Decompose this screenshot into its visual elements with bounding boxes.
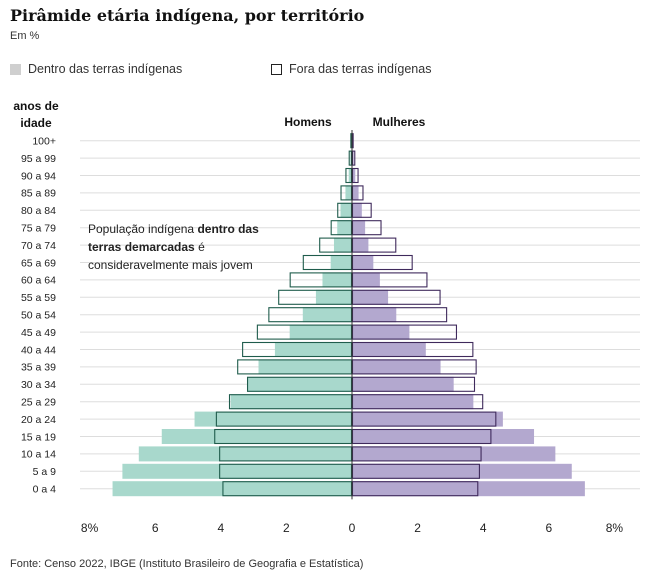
bar xyxy=(122,463,353,479)
age-label: 10 a 14 xyxy=(21,449,56,461)
age-label: 65 a 69 xyxy=(21,257,56,269)
age-label: 40 a 44 xyxy=(21,344,56,356)
annotation-line-1: População indígena dentro das xyxy=(88,222,259,236)
chart-title: Pirâmide etária indígena, por território xyxy=(10,6,365,25)
bar xyxy=(302,307,352,323)
legend-inside: Dentro das terras indígenas xyxy=(10,62,182,76)
bar xyxy=(352,446,556,462)
bar xyxy=(161,429,352,444)
annotation-line-1-a: População indígena xyxy=(88,222,197,236)
bar xyxy=(340,202,352,218)
legend-swatch-outside xyxy=(271,63,282,75)
age-label: 25 a 29 xyxy=(21,397,56,409)
x-tick-label: 4 xyxy=(217,521,224,535)
age-label: 45 a 49 xyxy=(21,327,56,339)
annotation-line-2-a: terras demarcadas xyxy=(88,240,195,254)
bar xyxy=(112,481,352,497)
bar xyxy=(352,255,374,270)
bar xyxy=(352,411,503,427)
annotation-line-3: consideravelmente mais jovem xyxy=(88,258,253,272)
legend-label-inside: Dentro das terras indígenas xyxy=(28,62,183,76)
legend-swatch-inside xyxy=(10,63,21,75)
age-label: 5 a 9 xyxy=(33,466,57,478)
annotation-line-2: terras demarcadas é xyxy=(88,240,205,254)
x-tick-label: 2 xyxy=(283,521,290,535)
bar xyxy=(322,272,352,288)
x-tick-label: 0 xyxy=(349,521,356,535)
women-side-label: Mulheres xyxy=(373,115,426,129)
legend-label-outside: Fora das terras indígenas xyxy=(289,62,432,76)
annotation: População indígena dentro das terras dem… xyxy=(88,222,259,272)
bar xyxy=(352,289,389,305)
age-label: 80 a 84 xyxy=(21,205,56,217)
bar xyxy=(352,237,369,253)
annotation-line-2-b: é xyxy=(195,240,205,254)
bar xyxy=(352,324,410,340)
bar xyxy=(247,376,352,392)
bar-outline xyxy=(351,133,354,149)
bar xyxy=(348,168,352,183)
x-tick-label: 6 xyxy=(152,521,159,535)
bar xyxy=(352,202,362,218)
y-axis-title-line1: anos de xyxy=(13,99,59,113)
age-label: 90 a 94 xyxy=(21,170,56,182)
age-label: 0 a 4 xyxy=(33,484,57,496)
age-label: 75 a 79 xyxy=(21,223,56,235)
bar xyxy=(337,220,352,236)
bar xyxy=(352,168,356,183)
bar xyxy=(138,446,352,462)
age-label: 20 a 24 xyxy=(21,414,56,426)
bar xyxy=(352,342,426,357)
age-label: 35 a 39 xyxy=(21,362,56,374)
bar xyxy=(352,185,359,201)
bar xyxy=(345,185,352,201)
age-label: 70 a 74 xyxy=(21,240,56,252)
bar xyxy=(333,237,352,253)
x-tick-label: 4 xyxy=(480,521,487,535)
bar xyxy=(352,220,366,236)
bar xyxy=(352,394,474,410)
bar xyxy=(230,394,352,410)
bar xyxy=(274,342,352,357)
bar xyxy=(352,463,572,479)
y-axis-title-line2: idade xyxy=(20,116,52,130)
bar xyxy=(352,359,441,375)
x-tick-label: 8% xyxy=(606,521,624,535)
x-tick-label: 2 xyxy=(414,521,421,535)
x-tick-label: 8% xyxy=(81,521,99,535)
annotation-line-1-b: dentro das xyxy=(197,222,259,236)
bar xyxy=(194,411,352,427)
bar xyxy=(352,429,535,444)
age-label: 50 a 54 xyxy=(21,310,56,322)
bar xyxy=(352,376,454,392)
bar xyxy=(352,307,397,323)
chart-subtitle: Em % xyxy=(10,30,40,42)
legend-outside: Fora das terras indígenas xyxy=(271,62,431,76)
bar xyxy=(258,359,352,375)
age-label: 100+ xyxy=(32,136,56,148)
bar xyxy=(330,255,352,270)
bar xyxy=(352,272,380,288)
bar-outline xyxy=(350,133,353,149)
source-note: Fonte: Censo 2022, IBGE (Instituto Brasi… xyxy=(10,558,364,570)
bar-layer xyxy=(112,130,585,500)
men-side-label: Homens xyxy=(284,115,332,129)
bar xyxy=(289,324,352,340)
age-label: 85 a 89 xyxy=(21,188,56,200)
bar xyxy=(315,289,352,305)
age-label: 30 a 34 xyxy=(21,379,56,391)
label-layer: 100+ 95 a 99 90 a 94 85 a 89 80 a 84 75 a 79 7… xyxy=(21,136,623,536)
x-tick-label: 6 xyxy=(545,521,552,535)
age-label: 55 a 59 xyxy=(21,292,56,304)
age-label: 95 a 99 xyxy=(21,153,56,165)
age-label: 15 a 19 xyxy=(21,431,56,443)
bar xyxy=(352,481,585,497)
age-label: 60 a 64 xyxy=(21,275,56,287)
